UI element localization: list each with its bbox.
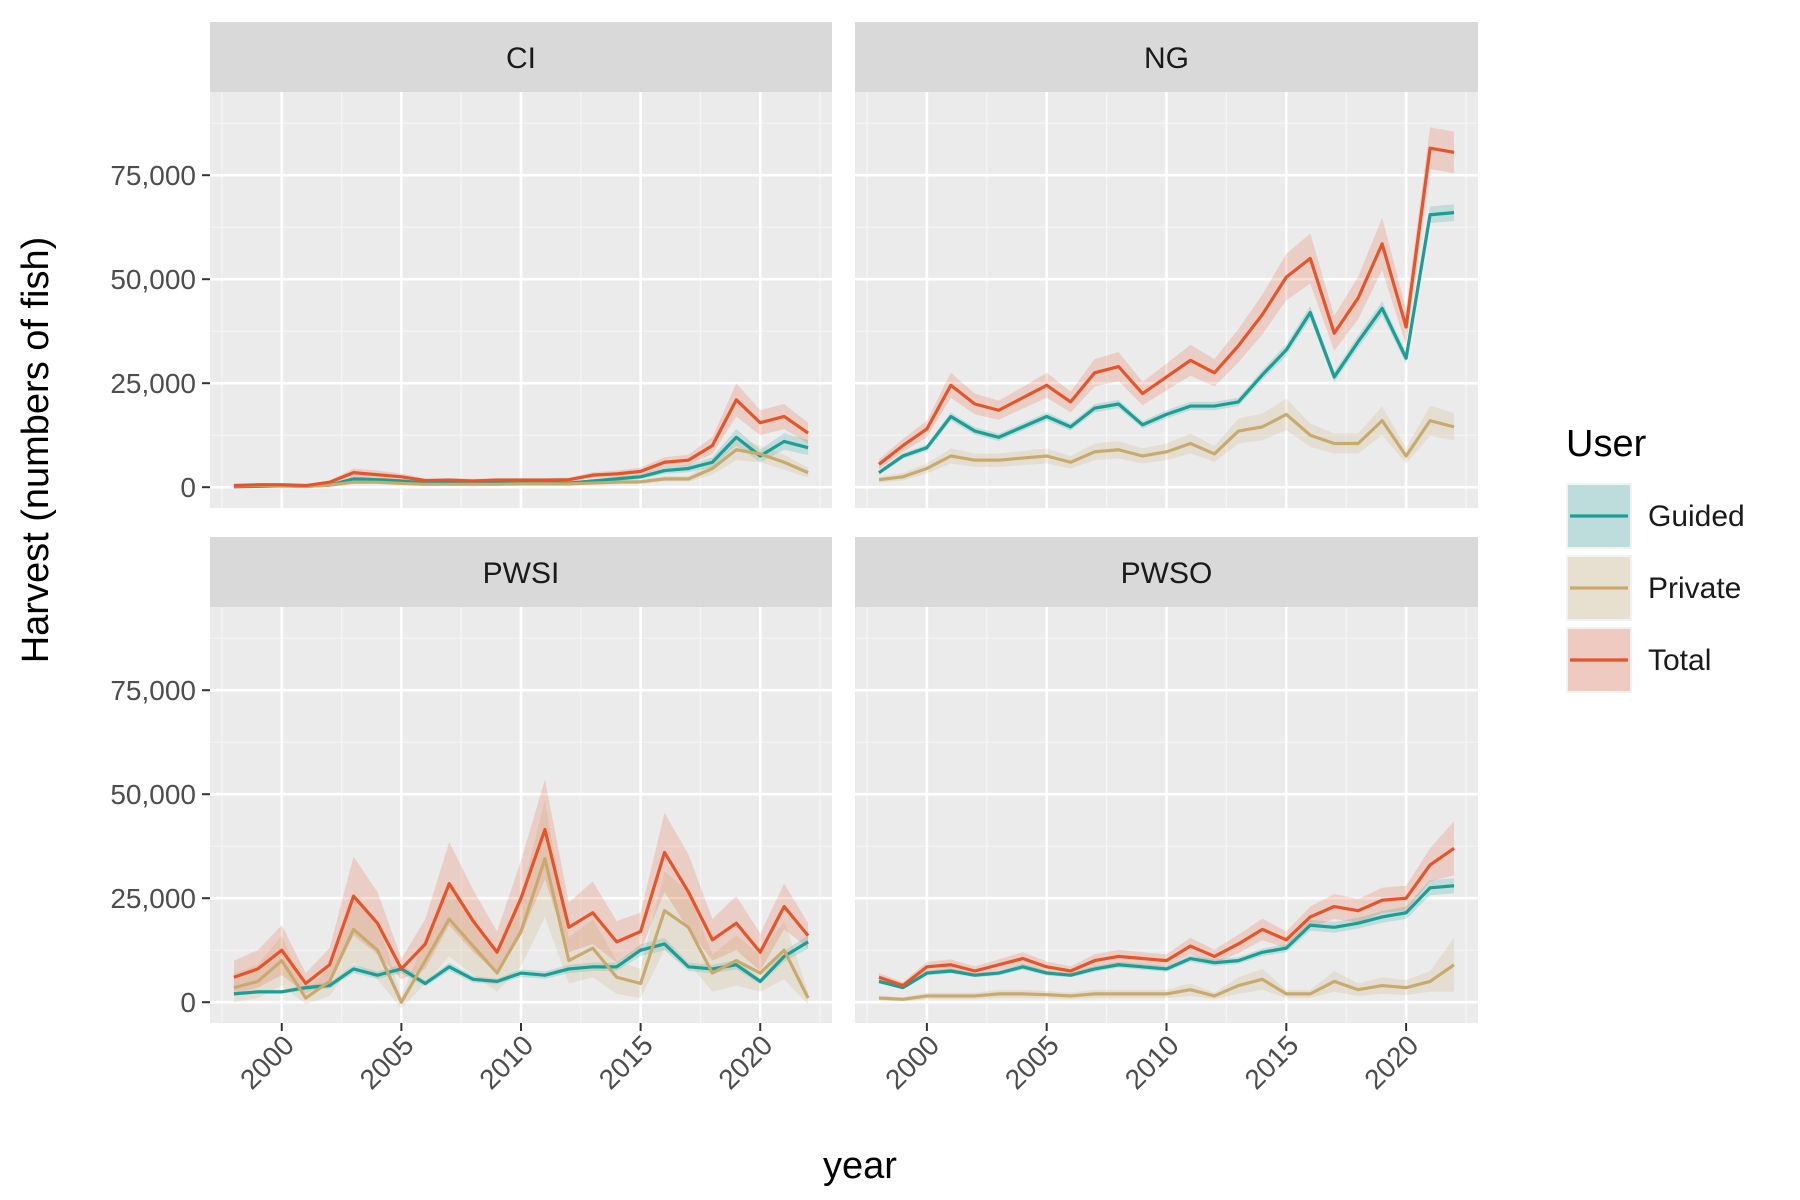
y-tick-label: 25,000 xyxy=(110,883,196,914)
legend-entry-label: Private xyxy=(1648,572,1741,605)
facet-strip-label: PWSO xyxy=(1121,557,1213,590)
y-tick-label: 25,000 xyxy=(110,368,196,399)
facet-strip-label: PWSI xyxy=(483,557,560,590)
facet-panels: CI 0 25,000 50,000 75,000 NG PWSI 0 25,000 50,000… xyxy=(110,22,1478,1095)
legend-title: User xyxy=(1566,423,1647,465)
y-tick-label: 50,000 xyxy=(110,264,196,295)
legend-entry-guided: Guided xyxy=(1566,483,1745,549)
y-axis-label: Harvest (numbers of fish) xyxy=(15,237,57,664)
facet-strip-label: CI xyxy=(506,42,536,75)
y-tick-label: 75,000 xyxy=(110,675,196,706)
facet-panel-ci: CI 0 25,000 50,000 75,000 xyxy=(110,22,832,508)
facet-strip xyxy=(210,22,832,92)
line-total xyxy=(878,846,1455,988)
line-total xyxy=(233,398,809,488)
ribbon-guided xyxy=(233,428,809,488)
ribbon-guided xyxy=(878,878,1455,990)
ribbon-total xyxy=(233,779,809,994)
line-private xyxy=(233,448,809,488)
y-tick-label: 50,000 xyxy=(110,779,196,810)
x-axis-label: year xyxy=(823,1145,897,1187)
legend: User Guided Private Total xyxy=(1566,423,1745,693)
legend-entry-label: Total xyxy=(1648,644,1711,677)
y-tick-label: 0 xyxy=(180,987,196,1018)
line-private xyxy=(878,963,1455,1001)
facet-strip xyxy=(855,537,1478,607)
line-total xyxy=(877,146,1455,466)
ribbon-total xyxy=(878,821,1455,989)
ribbon-private xyxy=(233,439,809,487)
ribbon-total xyxy=(233,383,809,487)
line-private xyxy=(878,412,1455,482)
legend-entry-label: Guided xyxy=(1648,500,1745,533)
facet-panel-ng: NG xyxy=(855,22,1478,508)
line-guided xyxy=(233,940,809,996)
legend-entry-private: Private xyxy=(1566,555,1741,621)
ribbon-private xyxy=(233,800,809,1009)
line-private xyxy=(233,857,810,1004)
legend-entry-total: Total xyxy=(1566,627,1711,693)
facet-strip xyxy=(210,537,832,607)
facet-strip-label: NG xyxy=(1144,42,1189,75)
line-total xyxy=(233,827,810,986)
facet-strip xyxy=(855,22,1478,92)
line-guided xyxy=(878,211,1455,474)
y-tick-label: 0 xyxy=(180,472,196,503)
line-guided xyxy=(878,884,1455,990)
ribbon-private xyxy=(878,398,1455,483)
y-tick-label: 75,000 xyxy=(110,160,196,191)
